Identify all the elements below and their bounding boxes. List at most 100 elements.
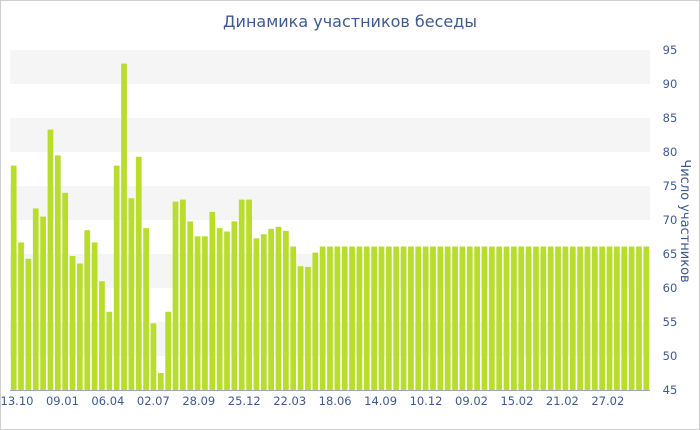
bar bbox=[599, 246, 606, 390]
background-band bbox=[10, 50, 650, 84]
x-tick-label: 06.04 bbox=[91, 394, 124, 408]
chart-title: Динамика участников беседы bbox=[223, 12, 477, 31]
bar bbox=[437, 246, 444, 390]
bar bbox=[62, 192, 69, 390]
bar bbox=[231, 221, 238, 390]
bar bbox=[157, 373, 164, 390]
bar bbox=[577, 246, 583, 390]
x-tick-label: 22.03 bbox=[273, 394, 306, 408]
bar bbox=[84, 230, 91, 390]
bar bbox=[150, 323, 157, 390]
bar bbox=[452, 246, 458, 390]
bar bbox=[77, 263, 83, 390]
bar bbox=[172, 201, 179, 390]
bar bbox=[128, 198, 135, 390]
bar bbox=[555, 246, 561, 390]
bar bbox=[334, 246, 341, 390]
bar bbox=[481, 246, 488, 390]
y-tick-label: 45 bbox=[663, 383, 678, 397]
bar bbox=[18, 242, 24, 390]
bar bbox=[297, 266, 304, 390]
y-axis-ticks: 45 50 55 60 65 70 75 80 85 90 95 bbox=[663, 43, 678, 397]
bar bbox=[525, 246, 532, 390]
bar bbox=[621, 246, 628, 390]
bar bbox=[113, 165, 120, 390]
bar bbox=[466, 246, 473, 390]
bar bbox=[327, 246, 333, 390]
bar bbox=[643, 246, 650, 390]
bar bbox=[260, 234, 267, 390]
bar bbox=[202, 236, 208, 390]
x-tick-label: 14.09 bbox=[364, 394, 397, 408]
bar bbox=[180, 199, 186, 390]
x-tick-label: 15.02 bbox=[500, 394, 533, 408]
bar bbox=[496, 246, 503, 390]
bar bbox=[533, 246, 539, 390]
bar bbox=[275, 226, 282, 390]
bar bbox=[194, 236, 201, 390]
x-tick-label: 02.07 bbox=[137, 394, 170, 408]
x-tick-label: 25.12 bbox=[228, 394, 261, 408]
x-tick-label: 21.02 bbox=[546, 394, 579, 408]
bar bbox=[10, 165, 17, 390]
bar bbox=[305, 266, 311, 390]
x-tick-label: 27.02 bbox=[591, 394, 624, 408]
y-tick-label: 85 bbox=[663, 111, 678, 125]
bar bbox=[341, 246, 348, 390]
bar bbox=[408, 246, 414, 390]
bar bbox=[385, 246, 392, 390]
x-tick-label: 28.09 bbox=[182, 394, 215, 408]
x-tick-label: 09.02 bbox=[455, 394, 488, 408]
y-tick-label: 60 bbox=[663, 281, 678, 295]
bar bbox=[91, 242, 98, 390]
bar bbox=[238, 199, 245, 390]
bar bbox=[584, 246, 591, 390]
bar bbox=[614, 246, 620, 390]
y-axis-label: Число участников bbox=[677, 159, 692, 282]
y-tick-label: 90 bbox=[663, 77, 678, 91]
y-tick-label: 55 bbox=[663, 315, 678, 329]
bar bbox=[268, 228, 275, 390]
bar bbox=[422, 246, 429, 390]
bar bbox=[591, 246, 598, 390]
bar bbox=[224, 231, 230, 390]
bar bbox=[628, 246, 635, 390]
x-tick-label: 13.10 bbox=[1, 394, 34, 408]
bar bbox=[290, 246, 297, 390]
y-tick-label: 80 bbox=[663, 145, 678, 159]
bar bbox=[400, 246, 407, 390]
bar bbox=[540, 246, 547, 390]
x-axis-ticks: 13.10 09.01 06.04 02.07 28.09 25.12 22.03 18.06… bbox=[1, 394, 625, 408]
background-band bbox=[10, 118, 650, 152]
bar bbox=[216, 228, 223, 390]
bar bbox=[488, 246, 495, 390]
bars bbox=[10, 63, 650, 390]
bar bbox=[356, 246, 363, 390]
bar bbox=[415, 246, 422, 390]
bar bbox=[474, 246, 480, 390]
bar bbox=[503, 246, 510, 390]
x-tick-label: 10.12 bbox=[410, 394, 443, 408]
y-tick-label: 95 bbox=[663, 43, 678, 57]
bar bbox=[99, 281, 105, 390]
bar bbox=[459, 246, 466, 390]
bar bbox=[430, 246, 436, 390]
y-tick-label: 65 bbox=[663, 247, 678, 261]
bar bbox=[135, 156, 142, 390]
bar bbox=[69, 256, 76, 390]
background-band bbox=[10, 186, 650, 220]
x-tick-label: 18.06 bbox=[319, 394, 352, 408]
x-tick-label: 09.01 bbox=[46, 394, 79, 408]
bar bbox=[444, 246, 451, 390]
bar bbox=[518, 246, 525, 390]
bar bbox=[121, 63, 127, 390]
bar bbox=[40, 216, 46, 390]
y-tick-label: 75 bbox=[663, 179, 678, 193]
bar bbox=[393, 246, 400, 390]
bar bbox=[47, 129, 54, 390]
bar bbox=[165, 311, 172, 390]
bar bbox=[32, 208, 39, 390]
bar bbox=[371, 246, 378, 390]
bar bbox=[569, 246, 576, 390]
